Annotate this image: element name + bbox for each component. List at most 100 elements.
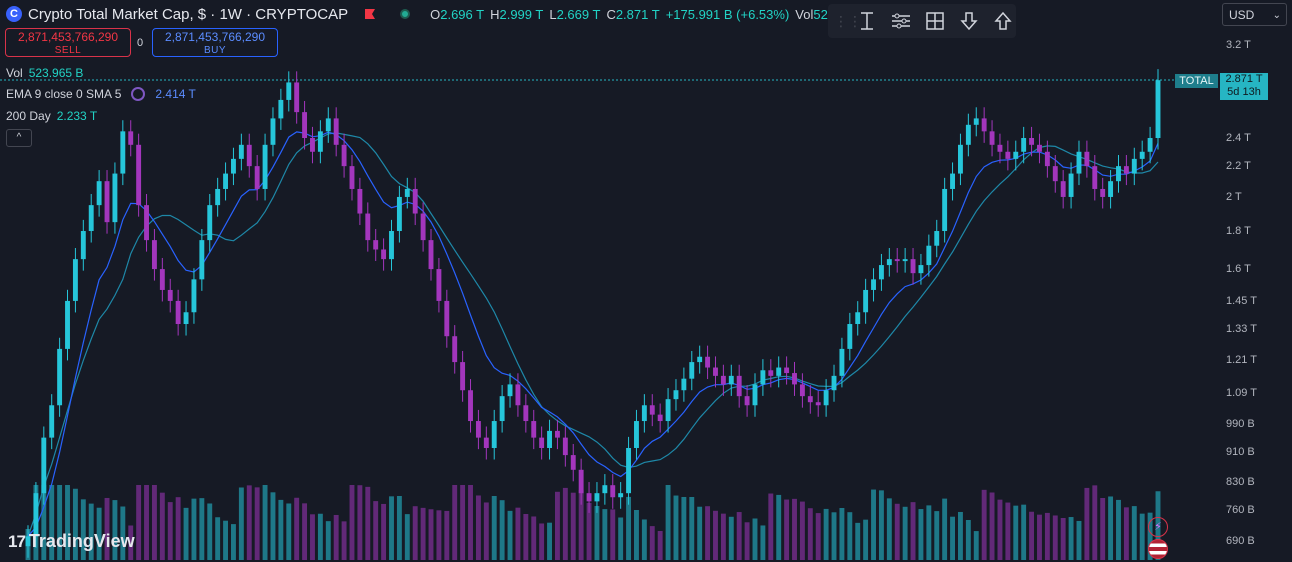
candle-body [341, 144, 347, 167]
volume-bar [246, 485, 252, 560]
collapse-legend-button[interactable]: ^ [6, 129, 32, 147]
volume-bar [238, 487, 244, 560]
volume-bar [389, 496, 394, 560]
volume-bar [855, 522, 861, 560]
volume-bar [839, 508, 845, 560]
candle-body [736, 375, 742, 397]
candle-body [207, 205, 213, 241]
candle-body [128, 131, 134, 145]
candle-body [215, 188, 221, 206]
candle-body [88, 205, 94, 232]
settings-lines-icon[interactable] [888, 8, 914, 34]
volume-bar [1139, 513, 1145, 560]
lightning-icon[interactable]: ⚡ [1148, 517, 1168, 537]
volume-bar [286, 503, 292, 560]
candle-body [807, 396, 813, 403]
volume-bar [72, 488, 78, 560]
volume-bar [302, 503, 308, 560]
volume-bar [871, 489, 876, 560]
volume-bar [942, 498, 948, 560]
candle-body [863, 289, 869, 313]
volume-bar [1100, 498, 1106, 560]
candle-body [507, 384, 513, 397]
ema-line [27, 131, 1159, 537]
candle-body [681, 378, 687, 391]
volume-bar [270, 492, 276, 560]
candle-body [665, 399, 671, 422]
volume-bar [428, 509, 434, 560]
buy-button[interactable]: 2,871,453,766,290 BUY [152, 28, 278, 57]
chart-header: C Crypto Total Market Cap, $ · 1W · CRYP… [6, 5, 873, 23]
volume-bar [554, 491, 560, 560]
volume-bar [728, 516, 734, 560]
arrow-up-icon[interactable] [990, 8, 1016, 34]
volume-bar [657, 531, 663, 560]
volume-bar [57, 485, 63, 560]
candle-body [744, 396, 750, 406]
candle-body [910, 259, 916, 274]
axis-label: 1.45 T [1226, 295, 1257, 307]
volume-bar [934, 511, 940, 560]
volume-bar [294, 497, 300, 560]
buy-label: BUY [203, 45, 227, 56]
symbol-logo-icon: C [6, 6, 22, 22]
flag-icon[interactable] [364, 8, 376, 20]
candle-body [25, 536, 31, 547]
candle-body [768, 370, 774, 376]
volume-bar [223, 520, 229, 560]
arrow-down-icon[interactable] [956, 8, 982, 34]
candle-body [649, 405, 655, 415]
volume-bar [120, 506, 126, 560]
drag-handle-icon[interactable]: ⋮⋮ [834, 12, 862, 29]
candle-body [1116, 166, 1121, 182]
drawing-toolbar: ⋮⋮ [828, 4, 1016, 38]
candle-body [49, 405, 55, 438]
axis-label: 2.2 T [1226, 160, 1251, 172]
volume-bar [523, 514, 529, 560]
crosshair-box-icon[interactable] [922, 8, 948, 34]
candle-body [310, 138, 315, 152]
volume-bar [673, 495, 679, 560]
indicator-ema[interactable]: EMA 9 close 0 SMA 5 2.414 T [6, 87, 196, 101]
volume-bar [981, 489, 987, 560]
sell-label: SELL [54, 45, 82, 56]
market-status-icon[interactable] [400, 9, 411, 19]
candle-body [436, 269, 442, 301]
axis-label: 1.6 T [1226, 263, 1251, 275]
tradingview-logo[interactable]: 17 TradingView [8, 531, 135, 552]
candle-body [776, 367, 782, 376]
candle-body [934, 231, 940, 246]
candle-body [96, 181, 102, 206]
us-flag-icon[interactable] [1148, 539, 1168, 559]
volume-bar [278, 499, 284, 560]
volume-bar [578, 490, 584, 560]
volume-bar [460, 485, 466, 560]
indicator-volume[interactable]: Vol 523.965 B [6, 66, 83, 80]
candle-body [657, 414, 663, 422]
volume-bar [1005, 502, 1011, 560]
volume-bar [381, 503, 387, 560]
volume-bar [634, 510, 639, 560]
candle-body [1155, 80, 1161, 139]
candle-body [720, 375, 726, 385]
indicator-ma200-label: 200 Day [6, 109, 51, 123]
sell-button[interactable]: 2,871,453,766,290 SELL [5, 28, 131, 57]
volume-bar [910, 502, 916, 560]
currency-select[interactable]: USD ⌄ [1222, 3, 1287, 26]
chart-title[interactable]: Crypto Total Market Cap, $ · 1W · CRYPTO… [28, 5, 349, 23]
candle-body [1108, 181, 1114, 197]
volume-bar [373, 501, 379, 560]
volume-bar [49, 485, 55, 560]
candle-body [1068, 173, 1074, 197]
indicator-ma200[interactable]: 200 Day 2.233 T [6, 109, 97, 123]
candle-body [104, 181, 110, 223]
candle-body [1092, 166, 1098, 189]
candle-body [483, 437, 489, 448]
cursor-text-icon[interactable] [854, 8, 880, 34]
volume-bar [1044, 512, 1050, 560]
volume-bar [570, 492, 576, 560]
volume-bar [1108, 496, 1114, 560]
volume-bar [720, 513, 726, 560]
candle-body [618, 493, 624, 498]
